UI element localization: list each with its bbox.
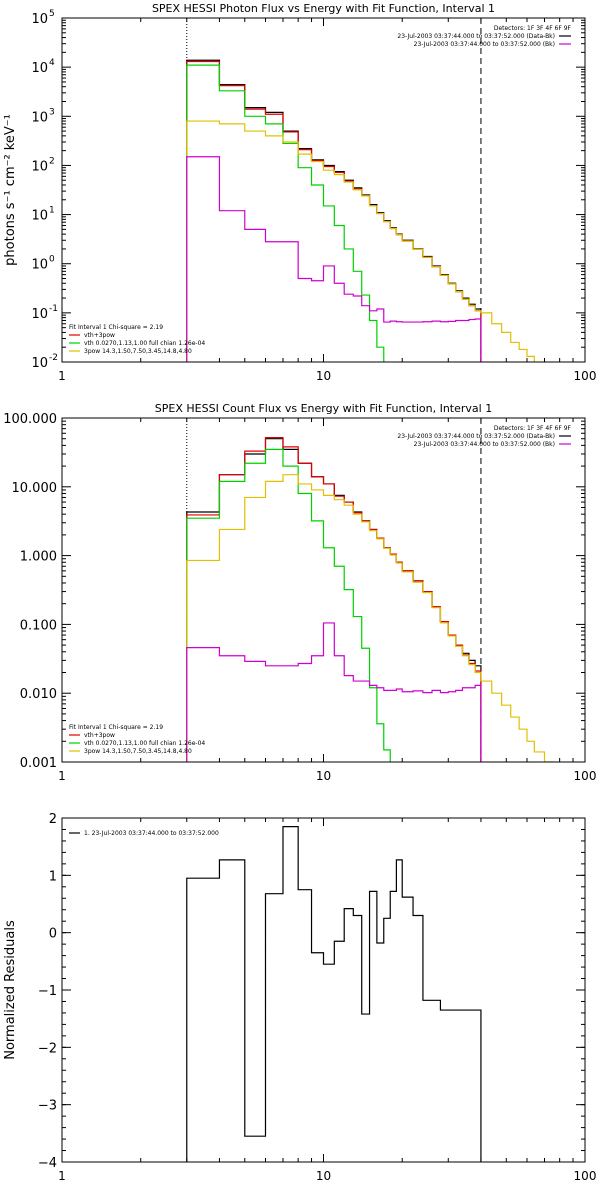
legend-text: Fit Interval 1 Chi-square = 2.19 xyxy=(69,324,163,331)
series-black xyxy=(186,826,482,1162)
plot-area xyxy=(186,436,564,762)
series-red xyxy=(186,436,482,762)
x-tick-label: 1 xyxy=(58,369,66,383)
series-yellow xyxy=(186,474,564,762)
plot-frame xyxy=(61,17,586,363)
legend-text: vth+3pow xyxy=(84,732,115,739)
x-tick-label: 100 xyxy=(574,1169,597,1183)
x-tick-label: 1 xyxy=(58,1169,66,1183)
y-tick-exponent: 3 xyxy=(49,107,55,117)
chart-title: SPEX HESSI Photon Flux vs Energy with Fi… xyxy=(152,2,495,15)
y-tick-label: 100.000 xyxy=(3,412,57,427)
x-tick-label: 10 xyxy=(316,769,331,783)
series-magenta xyxy=(186,156,482,362)
y-tick-label: 0.010 xyxy=(20,687,57,702)
y-tick-label: 2 xyxy=(49,812,57,827)
y-tick-exponent: 0 xyxy=(49,255,55,265)
y-tick-label: 0.001 xyxy=(20,756,57,771)
y-tick-exponent: 4 xyxy=(49,58,55,68)
series-green xyxy=(186,64,391,362)
info-text: 23-Jul-2003 03:37:44.000 to 03:37:52.000… xyxy=(414,41,555,48)
y-tick-label: −2 xyxy=(38,1041,57,1056)
y-tick-label: −3 xyxy=(38,1099,57,1114)
info-text: 23-Jul-2003 03:37:44.000 to 03:37:52.000… xyxy=(397,433,555,440)
info-text: 23-Jul-2003 03:37:44.000 to 03:37:52.000… xyxy=(397,33,555,40)
x-tick-label: 10 xyxy=(316,1169,331,1183)
y-axis-label: photons s⁻¹ cm⁻² keV⁻¹ xyxy=(3,114,18,266)
series-green xyxy=(186,448,397,762)
y-tick-exponent: 1 xyxy=(49,206,55,216)
x-tick-label: 1 xyxy=(58,769,66,783)
y-tick-label: 0 xyxy=(49,927,57,942)
plot-area xyxy=(186,826,482,1162)
legend-text: vth 0.0270,1.13,1.00 full chian 1.26e-04 xyxy=(84,740,205,747)
y-tick-label: 10 xyxy=(31,356,48,371)
legend-text: vth 0.0270,1.13,1.00 full chian 1.26e-04 xyxy=(84,340,205,347)
y-tick-label: 10 xyxy=(31,307,48,322)
y-tick-label: −1 xyxy=(38,984,57,999)
x-tick-label: 100 xyxy=(574,369,597,383)
info-text: 23-Jul-2003 03:37:44.000 to 03:37:52.000… xyxy=(414,441,555,448)
y-tick-label: 10 xyxy=(31,12,48,27)
y-tick-label: 10 xyxy=(31,258,48,273)
y-axis-label: Normalized Residuals xyxy=(3,920,18,1060)
series-magenta xyxy=(186,622,482,762)
info-text: Detectors: 1F 3F 4F 6F 9F xyxy=(494,25,572,32)
y-tick-label: 10.000 xyxy=(12,481,58,496)
legend-text: Fit Interval 1 Chi-square = 2.19 xyxy=(69,724,163,731)
series-yellow xyxy=(186,120,555,362)
y-tick-label: 10 xyxy=(31,110,48,125)
chart-photon: SPEX HESSI Photon Flux vs Energy with Fi… xyxy=(3,2,596,383)
x-tick-label: 10 xyxy=(316,369,331,383)
plot-frame xyxy=(61,817,586,1163)
plot-frame xyxy=(61,417,586,763)
y-tick-exponent: -1 xyxy=(49,304,58,314)
y-tick-label: 1 xyxy=(49,869,57,884)
legend-text: 3pow 14.3,1.50,7.50,3.45,14.8,4.80 xyxy=(84,348,192,355)
legend-text: vth+3pow xyxy=(84,332,115,339)
y-tick-exponent: 5 xyxy=(49,9,55,19)
chart-residuals: 1 10 100 −4 −3 −2 −1 0 1 2 Normalized Residuals 1. … xyxy=(3,812,596,1183)
y-tick-exponent: -2 xyxy=(49,353,58,363)
y-tick-label: 0.100 xyxy=(20,618,57,633)
plot-area xyxy=(186,59,555,362)
y-tick-label: 10 xyxy=(31,61,48,76)
y-tick-label: 1.000 xyxy=(20,550,57,565)
legend-text: 3pow 14.3,1.50,7.50,3.45,14.8,4.80 xyxy=(84,748,192,755)
info-text: Detectors: 1F 3F 4F 6F 9F xyxy=(494,425,572,432)
y-tick-exponent: 2 xyxy=(49,156,55,166)
y-tick-label: 10 xyxy=(31,159,48,174)
chart-title: SPEX HESSI Count Flux vs Energy with Fit… xyxy=(155,402,492,415)
y-tick-label: 10 xyxy=(31,209,48,224)
x-tick-label: 100 xyxy=(574,769,597,783)
y-tick-label: −4 xyxy=(38,1156,57,1171)
legend-text: 1. 23-Jul-2003 03:37:44.000 to 03:37:52.… xyxy=(84,830,219,837)
chart-count: SPEX HESSI Count Flux vs Energy with Fit… xyxy=(3,402,596,783)
